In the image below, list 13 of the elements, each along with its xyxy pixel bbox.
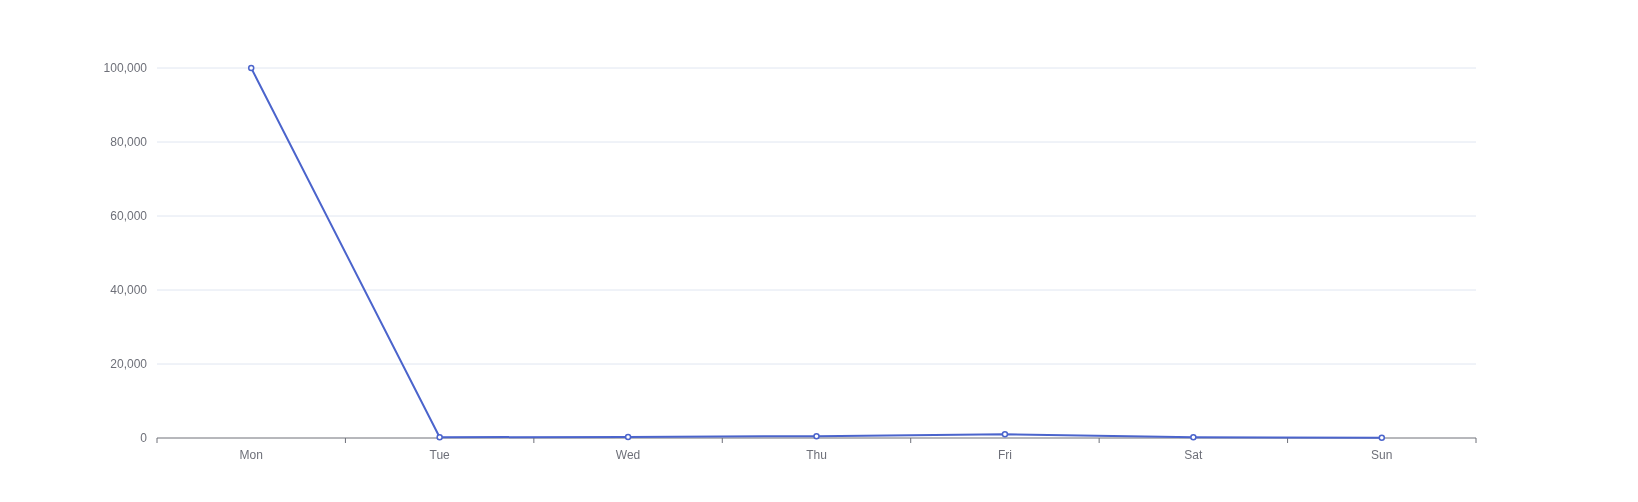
x-tick-label: Thu [806, 448, 827, 463]
x-tick-label: Fri [997, 448, 1012, 463]
x-tick-label: Tue [429, 448, 451, 463]
y-tick-label: 100,000 [103, 61, 148, 76]
x-tick-label: Wed [615, 448, 641, 463]
y-tick-label: 40,000 [110, 283, 148, 298]
x-tick-label: Mon [239, 448, 263, 463]
x-tick-label: Sun [1371, 448, 1393, 463]
y-tick-label: 80,000 [110, 135, 148, 150]
y-tick-label: 0 [140, 431, 148, 446]
y-tick-label: 20,000 [110, 357, 148, 372]
y-tick-label: 60,000 [110, 209, 148, 224]
x-tick-label: Sat [1184, 448, 1204, 463]
